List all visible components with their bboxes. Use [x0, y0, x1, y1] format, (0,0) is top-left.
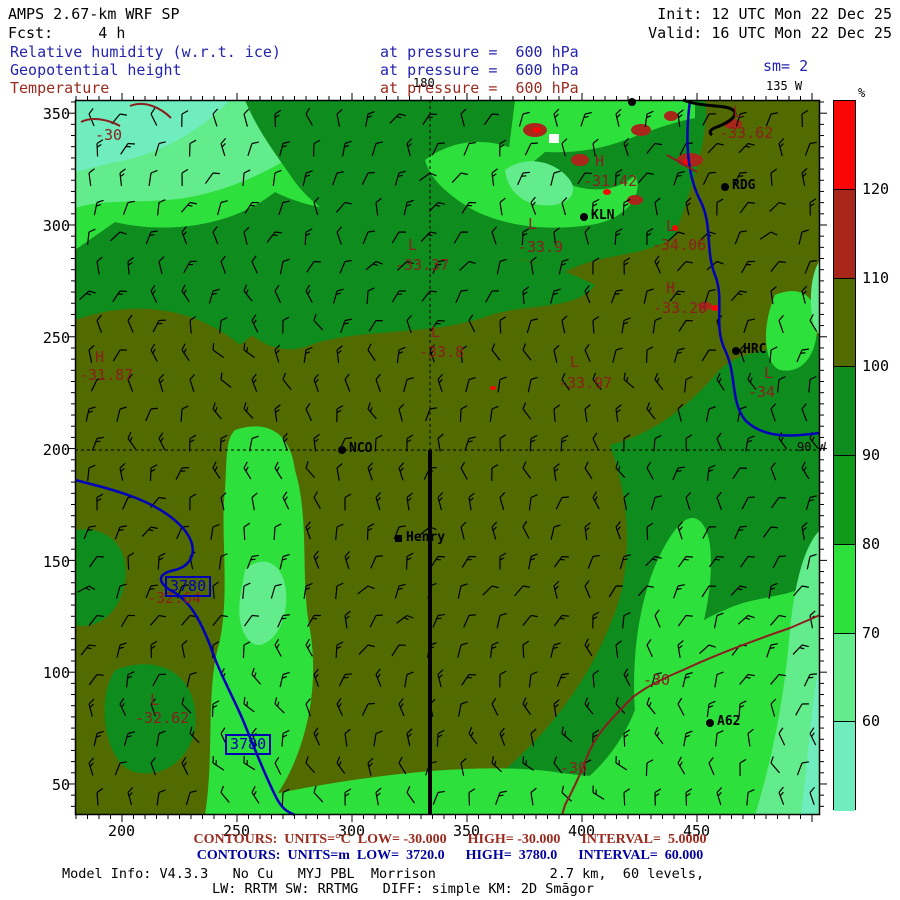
- field-1-level: at pressure = 600 hPa: [380, 43, 579, 61]
- axis-ticks: [68, 93, 827, 822]
- map-border: [74, 99, 821, 816]
- field-2-name: Geopotential height: [10, 61, 182, 79]
- colorbar-segment-0: [834, 101, 855, 190]
- y-tick-250: 250: [42, 329, 70, 347]
- colorbar-unit: %: [858, 86, 866, 100]
- colorbar-tick-110: 110: [862, 268, 890, 287]
- rh-110-120-patches: [523, 111, 742, 310]
- x-tick-200: 200: [108, 822, 136, 840]
- geo-label-180: 180: [413, 76, 435, 90]
- valid-time: Valid: 16 UTC Mon 22 Dec 25: [648, 24, 892, 42]
- x-tick-250: 250: [223, 822, 251, 840]
- x-tick-350: 350: [453, 822, 481, 840]
- river-right: [686, 99, 821, 437]
- colorbar-tick-70: 70: [862, 623, 881, 642]
- y-tick-150: 150: [42, 553, 70, 571]
- contours-temp-line: CONTOURS: UNITS=°C LOW= -30.000 HIGH= -3…: [193, 832, 707, 847]
- geography: [74, 98, 821, 817]
- field-3-level: at pressure = 600 hPa: [380, 79, 579, 97]
- y-tick-350: 350: [42, 105, 70, 123]
- x-tick-300: 300: [338, 822, 366, 840]
- coastline: [682, 98, 737, 137]
- y-tick-300: 300: [42, 217, 70, 235]
- temp-contour-fragment-3: [666, 154, 698, 173]
- smoothing-label: sm= 2: [763, 57, 809, 75]
- colorbar-segment-1: [834, 189, 855, 279]
- colorbar-segment-4: [834, 456, 855, 545]
- contours-height-line: CONTOURS: UNITS=m LOW= 3720.0 HIGH= 3780…: [196, 848, 704, 863]
- rh-over-120-specks: [490, 127, 719, 390]
- model-info-line-2: LW: RRTM SW: RRTMG DIFF: simple KM: 2D S…: [212, 881, 595, 897]
- geo-label-90-w: 90 W: [797, 440, 826, 454]
- y-tick-50: 50: [51, 776, 70, 794]
- temp-contour-fragment-1: [80, 118, 121, 127]
- colorbar-tick-60: 60: [862, 712, 881, 731]
- field-2-level: at pressure = 600 hPa: [380, 61, 579, 79]
- colorbar: [833, 100, 856, 811]
- map-panel: H -31.42 L -33.62 L -33.9 L -34.06 L -33.37 H -33.2…: [68, 93, 827, 822]
- colorbar-segment-5: [834, 544, 855, 634]
- model-info-line-1: Model Info: V4.3.3 No Cu MYJ PBL Morriso…: [62, 866, 705, 882]
- map-canvas: [68, 93, 827, 822]
- rh-shading: [75, 100, 820, 815]
- river-left: [74, 478, 296, 817]
- init-time: Init: 12 UTC Mon 22 Dec 25: [657, 5, 892, 23]
- white-spot: [549, 134, 559, 143]
- colorbar-tick-120: 120: [862, 179, 890, 198]
- temp-contour-fragment-2: [129, 102, 172, 119]
- colorbar-segment-6: [834, 633, 855, 723]
- colorbar-tick-80: 80: [862, 534, 881, 553]
- forecast-hour: Fcst: 4 h: [8, 24, 126, 42]
- model-title: AMPS 2.67-km WRF SP: [8, 5, 180, 23]
- geo-label-135-w: 135 W: [766, 79, 803, 93]
- x-tick-450: 450: [683, 822, 711, 840]
- y-tick-200: 200: [42, 441, 70, 459]
- road-line: [561, 614, 821, 816]
- colorbar-segment-7: [834, 722, 855, 811]
- field-1-name: Relative humidity (w.r.t. ice): [10, 43, 281, 61]
- colorbar-tick-90: 90: [862, 446, 881, 464]
- colorbar-segment-2: [834, 278, 855, 368]
- colorbar-tick-100: 100: [862, 357, 890, 376]
- y-tick-100: 100: [42, 664, 70, 682]
- colorbar-segment-3: [834, 367, 855, 456]
- x-tick-400: 400: [568, 822, 596, 840]
- field-3-name: Temperature: [10, 79, 110, 97]
